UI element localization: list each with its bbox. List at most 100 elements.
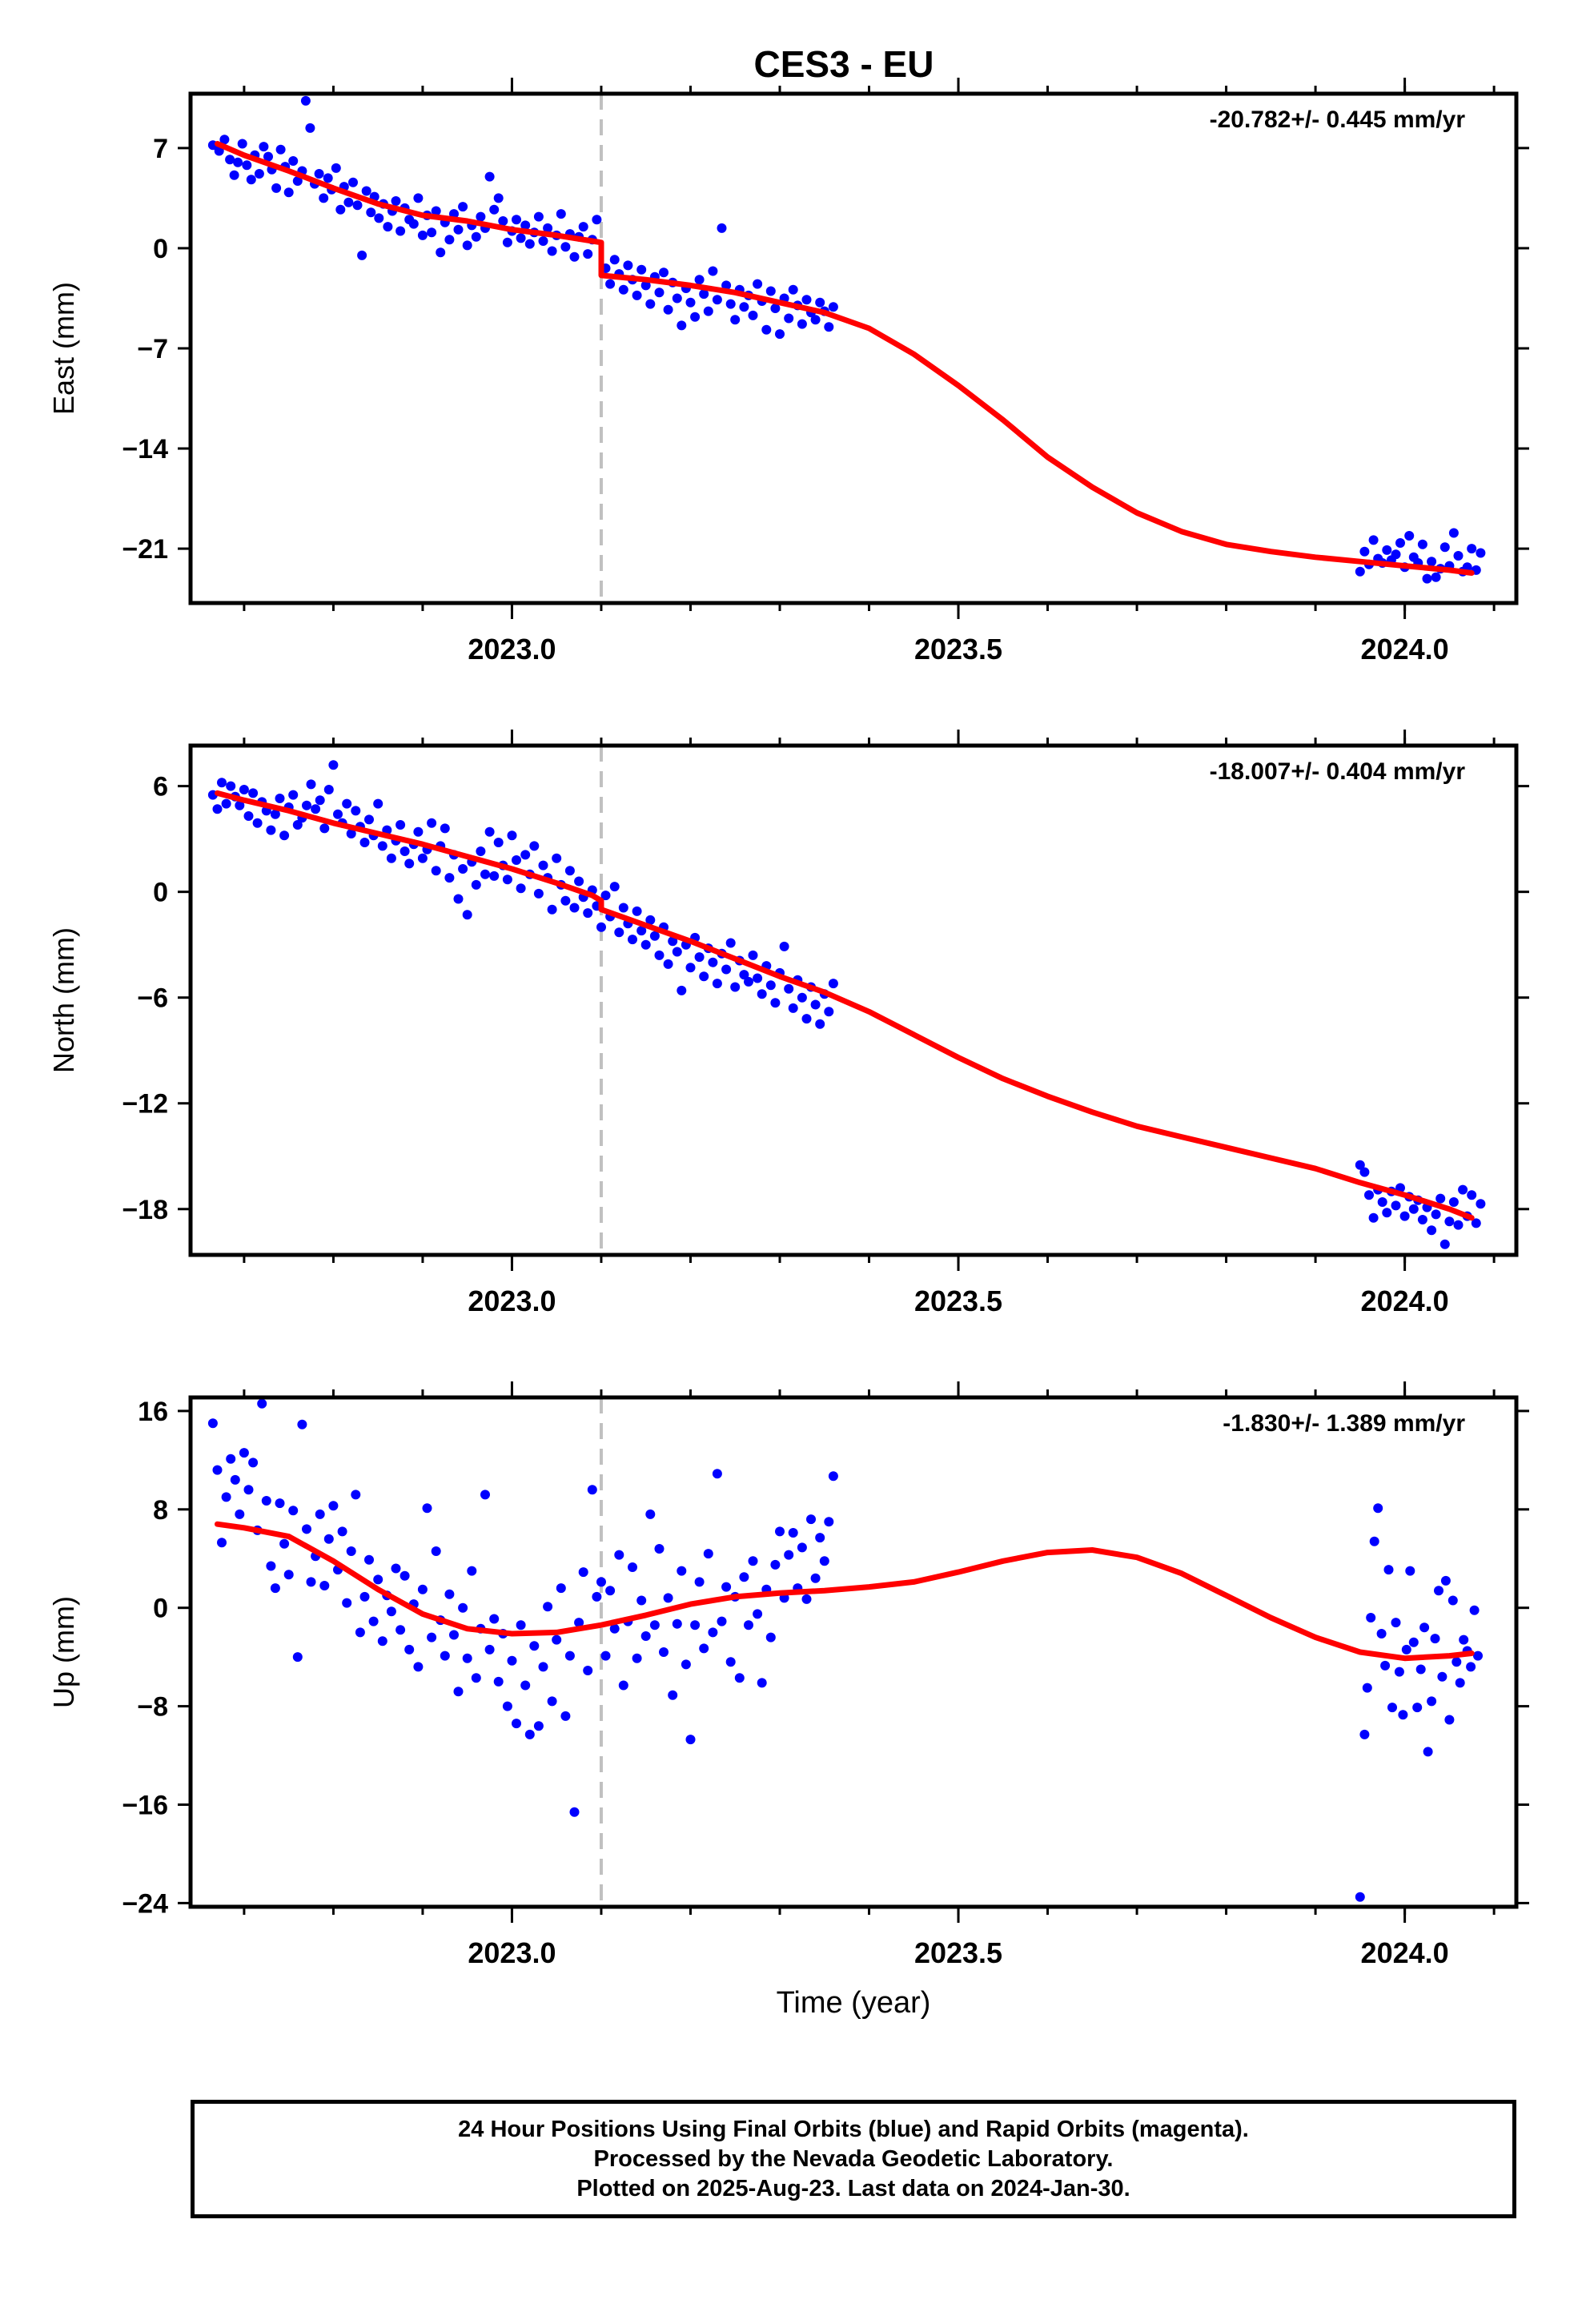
data-point [1355, 1160, 1365, 1170]
data-point [717, 1616, 727, 1626]
data-point [484, 1644, 495, 1655]
data-point [512, 215, 521, 225]
panel-2: 6 0 −6 −12 −18 2023.0 2023.5 2024.0 North (mm) -1… [47, 730, 1529, 1317]
data-point [1466, 1662, 1476, 1672]
data-point [352, 200, 363, 211]
data-point [248, 788, 259, 798]
data-point [516, 883, 526, 894]
data-point [765, 980, 776, 991]
y-tick-label: −16 [122, 1790, 168, 1820]
data-point [828, 1471, 838, 1482]
data-point [400, 846, 410, 856]
data-point [319, 1581, 330, 1590]
panel-3: 16 8 0 −8 −16 −24 2023.0 2023.5 2024.0 Up (mm) -1.… [47, 1381, 1529, 2020]
time-series-chart: CES3 - EU 7 0 −7 −14 −21 2023.0 2023.5 2024.0 Ea… [47, 43, 1529, 2020]
data-point [489, 204, 500, 215]
data-point [1387, 1703, 1397, 1713]
data-point [784, 983, 794, 994]
data-point [632, 1653, 642, 1663]
data-point [323, 785, 334, 794]
data-point [654, 1544, 665, 1554]
data-point [480, 1490, 490, 1500]
x-tick-label: 2023.0 [468, 1936, 556, 1969]
data-point [502, 237, 512, 247]
data-point [757, 1678, 767, 1688]
data-point [1391, 549, 1401, 560]
data-point [1373, 1503, 1383, 1514]
data-point [212, 1465, 223, 1475]
data-point [1444, 1715, 1455, 1725]
data-point [351, 1490, 361, 1500]
data-point [328, 760, 339, 770]
data-point [636, 1595, 647, 1606]
data-point [444, 235, 455, 245]
data-point [266, 1561, 276, 1571]
data-point [543, 223, 553, 233]
data-point [775, 1526, 785, 1537]
data-point [1453, 551, 1464, 561]
data-point [703, 306, 713, 316]
data-point [587, 1485, 597, 1495]
data-point [489, 1614, 500, 1624]
data-point [444, 873, 455, 883]
data-point [243, 1485, 254, 1495]
data-point [543, 1602, 553, 1612]
data-point [440, 823, 450, 834]
data-point [668, 936, 678, 947]
data-point [1359, 546, 1370, 557]
data-point [1459, 1634, 1469, 1645]
data-point [1476, 548, 1486, 558]
data-point [484, 171, 495, 182]
data-point [609, 1623, 620, 1634]
data-point [400, 1570, 410, 1581]
data-point [386, 1606, 396, 1617]
data-point [753, 279, 763, 289]
data-point [480, 869, 490, 879]
data-point [734, 1673, 745, 1683]
data-point [1419, 1622, 1430, 1633]
data-point [288, 790, 299, 800]
data-point [828, 302, 838, 312]
data-point [1473, 1651, 1483, 1661]
data-point [640, 1631, 651, 1641]
data-point [672, 947, 682, 957]
data-point [383, 222, 393, 232]
data-point [373, 1574, 383, 1585]
data-point [323, 173, 333, 183]
data-point [659, 267, 669, 278]
data-point [1427, 557, 1437, 567]
data-point [1401, 1644, 1411, 1655]
x-tick-label: 2023.5 [914, 1936, 1002, 1969]
data-point [368, 1616, 379, 1626]
data-point [524, 1729, 535, 1739]
data-point [413, 826, 424, 837]
data-point [618, 1680, 628, 1691]
data-point [1453, 1220, 1464, 1230]
data-point [520, 850, 531, 860]
data-point [547, 904, 557, 915]
data-point [417, 230, 428, 240]
data-point [431, 1546, 441, 1556]
data-point [779, 941, 789, 951]
data-point [235, 1509, 245, 1519]
data-point [663, 1593, 673, 1603]
data-point [217, 1538, 227, 1548]
data-point [645, 915, 656, 925]
data-point [386, 853, 396, 863]
data-point [467, 1566, 477, 1576]
data-point [502, 1701, 512, 1711]
data-point [824, 1007, 834, 1017]
data-point [677, 985, 687, 995]
data-point [694, 1577, 705, 1587]
data-point [712, 295, 722, 305]
data-point [342, 1598, 352, 1608]
data-point [797, 992, 807, 1003]
data-point [556, 1583, 566, 1594]
data-point [739, 970, 749, 980]
data-point [547, 246, 557, 256]
data-point [359, 838, 370, 847]
data-point [1471, 1218, 1481, 1228]
data-point [427, 818, 437, 828]
data-point [502, 875, 512, 885]
data-point [427, 1632, 437, 1642]
